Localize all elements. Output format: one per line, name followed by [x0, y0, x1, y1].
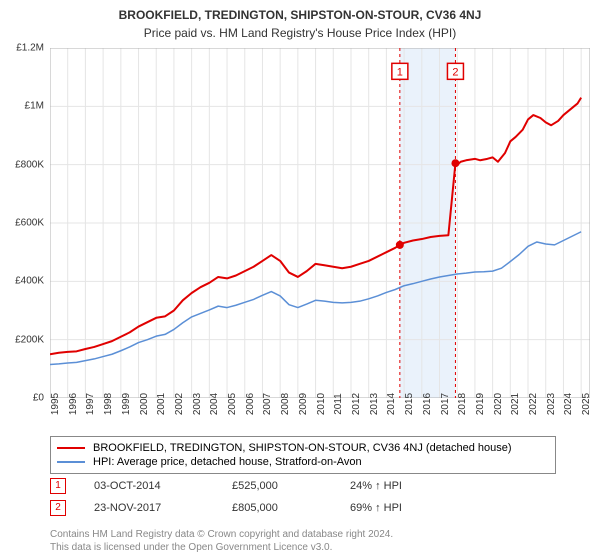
- transaction-row: 2 23-NOV-2017 £805,000 69% ↑ HPI: [50, 500, 402, 516]
- x-axis-label: 2013: [369, 393, 380, 415]
- footer-text: Contains HM Land Registry data © Crown c…: [50, 528, 393, 554]
- legend-row: BROOKFIELD, TREDINGTON, SHIPSTON-ON-STOU…: [57, 441, 549, 455]
- legend-row: HPI: Average price, detached house, Stra…: [57, 455, 549, 469]
- x-axis-label: 2010: [316, 393, 327, 415]
- line-chart: 12: [50, 48, 590, 398]
- x-axis-label: 2012: [351, 393, 362, 415]
- transaction-marker: 1: [50, 478, 66, 494]
- chart-area: 12 £0£200K£400K£600K£800K£1M£1.2M1995199…: [50, 48, 590, 398]
- transaction-price: £525,000: [232, 480, 322, 492]
- x-axis-label: 2014: [386, 393, 397, 415]
- transaction-date: 23-NOV-2017: [94, 502, 204, 514]
- x-axis-label: 2003: [192, 393, 203, 415]
- transaction-delta: 24% ↑ HPI: [350, 480, 402, 492]
- x-axis-label: 2006: [245, 393, 256, 415]
- x-axis-label: 2024: [563, 393, 574, 415]
- legend-swatch: [57, 461, 85, 463]
- x-axis-label: 1998: [103, 393, 114, 415]
- x-axis-label: 2000: [139, 393, 150, 415]
- x-axis-label: 1995: [50, 393, 61, 415]
- legend-label: BROOKFIELD, TREDINGTON, SHIPSTON-ON-STOU…: [93, 442, 512, 454]
- legend-swatch: [57, 447, 85, 449]
- x-axis-label: 2023: [546, 393, 557, 415]
- x-axis-label: 1996: [68, 393, 79, 415]
- legend-label: HPI: Average price, detached house, Stra…: [93, 456, 362, 468]
- transaction-row: 1 03-OCT-2014 £525,000 24% ↑ HPI: [50, 478, 402, 494]
- y-axis-label: £1M: [25, 101, 44, 112]
- x-axis-label: 2008: [280, 393, 291, 415]
- svg-text:1: 1: [397, 66, 403, 78]
- y-axis-label: £800K: [15, 159, 44, 170]
- x-axis-label: 2004: [209, 393, 220, 415]
- x-axis-label: 2001: [156, 393, 167, 415]
- svg-text:2: 2: [452, 66, 458, 78]
- x-axis-label: 2009: [298, 393, 309, 415]
- y-axis-label: £600K: [15, 218, 44, 229]
- x-axis-label: 2007: [262, 393, 273, 415]
- title-main: BROOKFIELD, TREDINGTON, SHIPSTON-ON-STOU…: [0, 0, 600, 22]
- transaction-price: £805,000: [232, 502, 322, 514]
- x-axis-label: 1997: [85, 393, 96, 415]
- footer-line1: Contains HM Land Registry data © Crown c…: [50, 528, 393, 541]
- y-axis-label: £200K: [15, 334, 44, 345]
- x-axis-label: 2018: [457, 393, 468, 415]
- x-axis-label: 2016: [422, 393, 433, 415]
- footer-line2: This data is licensed under the Open Gov…: [50, 541, 393, 554]
- x-axis-label: 2002: [174, 393, 185, 415]
- transaction-delta: 69% ↑ HPI: [350, 502, 402, 514]
- x-axis-label: 2015: [404, 393, 415, 415]
- x-axis-label: 2025: [581, 393, 592, 415]
- x-axis-label: 2005: [227, 393, 238, 415]
- chart-container: BROOKFIELD, TREDINGTON, SHIPSTON-ON-STOU…: [0, 0, 600, 560]
- x-axis-label: 2019: [475, 393, 486, 415]
- y-axis-label: £0: [33, 393, 44, 404]
- x-axis-label: 1999: [121, 393, 132, 415]
- x-axis-label: 2022: [528, 393, 539, 415]
- x-axis-label: 2021: [510, 393, 521, 415]
- y-axis-label: £400K: [15, 276, 44, 287]
- x-axis-label: 2011: [333, 393, 344, 415]
- title-sub: Price paid vs. HM Land Registry's House …: [0, 22, 600, 48]
- x-axis-label: 2017: [440, 393, 451, 415]
- legend-box: BROOKFIELD, TREDINGTON, SHIPSTON-ON-STOU…: [50, 436, 556, 474]
- transaction-date: 03-OCT-2014: [94, 480, 204, 492]
- y-axis-label: £1.2M: [16, 43, 44, 54]
- transaction-marker: 2: [50, 500, 66, 516]
- x-axis-label: 2020: [493, 393, 504, 415]
